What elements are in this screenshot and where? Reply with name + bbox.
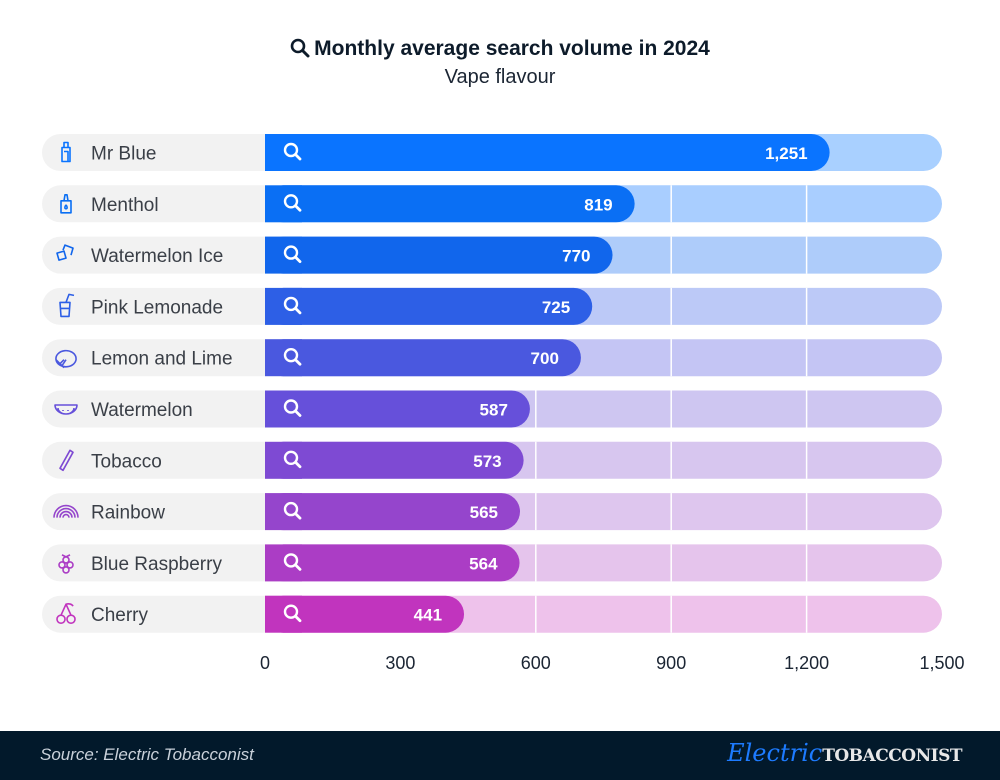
category-pill [42, 185, 302, 223]
category-label: Watermelon Ice [91, 246, 223, 267]
value-label: 587 [480, 401, 508, 420]
search-icon [283, 450, 302, 469]
lemonade-glass-icon [59, 293, 75, 318]
search-icon [283, 142, 302, 161]
brand-logo: Electric TOBACCONIST [727, 739, 962, 767]
search-icon [283, 245, 302, 264]
search-icon [283, 399, 302, 417]
search-icon [283, 501, 302, 520]
search-icon [283, 296, 302, 315]
category-label: Blue Raspberry [91, 554, 222, 575]
bar [265, 287, 593, 325]
bar [265, 390, 530, 428]
category-label: Lemon and Lime [91, 349, 233, 370]
bar-row: 565 Rainbow [42, 493, 942, 531]
chart-subtitle: Vape flavour [444, 66, 556, 88]
category-label: Menthol [91, 195, 159, 216]
bar [265, 595, 465, 633]
ice-cubes-icon [56, 244, 74, 261]
category-label: Watermelon [91, 400, 193, 421]
value-label: 700 [531, 349, 559, 368]
value-label: 441 [414, 606, 442, 625]
category-pill [42, 441, 302, 479]
title-text: Monthly average search volume in 2024 [314, 37, 710, 60]
category-pill [42, 134, 302, 171]
value-label: 565 [470, 503, 498, 522]
x-tick-label: 0 [260, 653, 270, 673]
bar [265, 339, 581, 377]
x-tick-label: 1,500 [919, 653, 964, 673]
category-label: Pink Lemonade [91, 297, 223, 318]
footer: Source: Electric Tobacconist Electric TOB… [0, 731, 1000, 780]
bar [265, 441, 524, 479]
x-tick-label: 900 [656, 653, 686, 673]
bar [265, 544, 520, 582]
bar-row: 819 Menthol [42, 185, 942, 223]
search-icon [283, 553, 302, 571]
category-pill [42, 544, 302, 582]
x-tick-label: 600 [521, 653, 551, 673]
bar [265, 236, 613, 274]
bar-row: 587 Watermelon [42, 390, 942, 428]
category-label: Cherry [91, 605, 149, 626]
lemon-lime-icon [55, 349, 77, 369]
category-pill [42, 236, 302, 274]
category-pill [42, 595, 302, 633]
value-label: 770 [562, 247, 590, 266]
category-pill [42, 287, 302, 325]
bar-row: 725 Pink Lemonade [42, 287, 942, 325]
search-icon [283, 348, 302, 366]
search-icon [283, 194, 302, 212]
search-icon [290, 38, 310, 58]
value-label: 573 [473, 452, 501, 471]
bar-row: 573 Tobacco [42, 441, 942, 479]
category-pill [42, 493, 302, 531]
chart-title: Monthly average search volume in 2024 [0, 37, 1000, 61]
category-pill [42, 390, 302, 428]
bar-row: 441 Cherry [42, 595, 942, 633]
value-label: 1,251 [765, 144, 808, 163]
vape-bottle-icon [61, 141, 71, 163]
logo-block: TOBACCONIST [822, 746, 962, 766]
bar-row: 700 Lemon and Lime [42, 339, 942, 377]
raspberry-icon [58, 554, 74, 574]
eliquid-bottle-icon [60, 194, 72, 214]
bar [265, 134, 830, 171]
value-label: 564 [469, 554, 498, 573]
bar-row: 564 Blue Raspberry [42, 544, 942, 582]
category-pill [42, 339, 302, 377]
rainbow-icon [53, 504, 79, 518]
category-label: Tobacco [91, 451, 162, 472]
tobacco-stick-icon [59, 449, 74, 472]
logo-script: Electric [727, 739, 823, 767]
search-icon [283, 604, 302, 623]
bar [265, 493, 521, 531]
x-tick-label: 1,200 [784, 653, 829, 673]
cherry-icon [56, 603, 76, 624]
bar [265, 185, 635, 223]
x-tick-label: 300 [385, 653, 415, 673]
category-label: Rainbow [91, 503, 165, 524]
value-label: 819 [584, 195, 612, 214]
value-label: 725 [542, 298, 570, 317]
bar-row: 1,251 Mr Blue [42, 134, 942, 171]
source-text: Source: Electric Tobacconist [40, 745, 254, 764]
bar-row: 770 Watermelon Ice [42, 236, 942, 274]
category-label: Mr Blue [91, 144, 156, 165]
watermelon-slice-icon [54, 404, 78, 415]
